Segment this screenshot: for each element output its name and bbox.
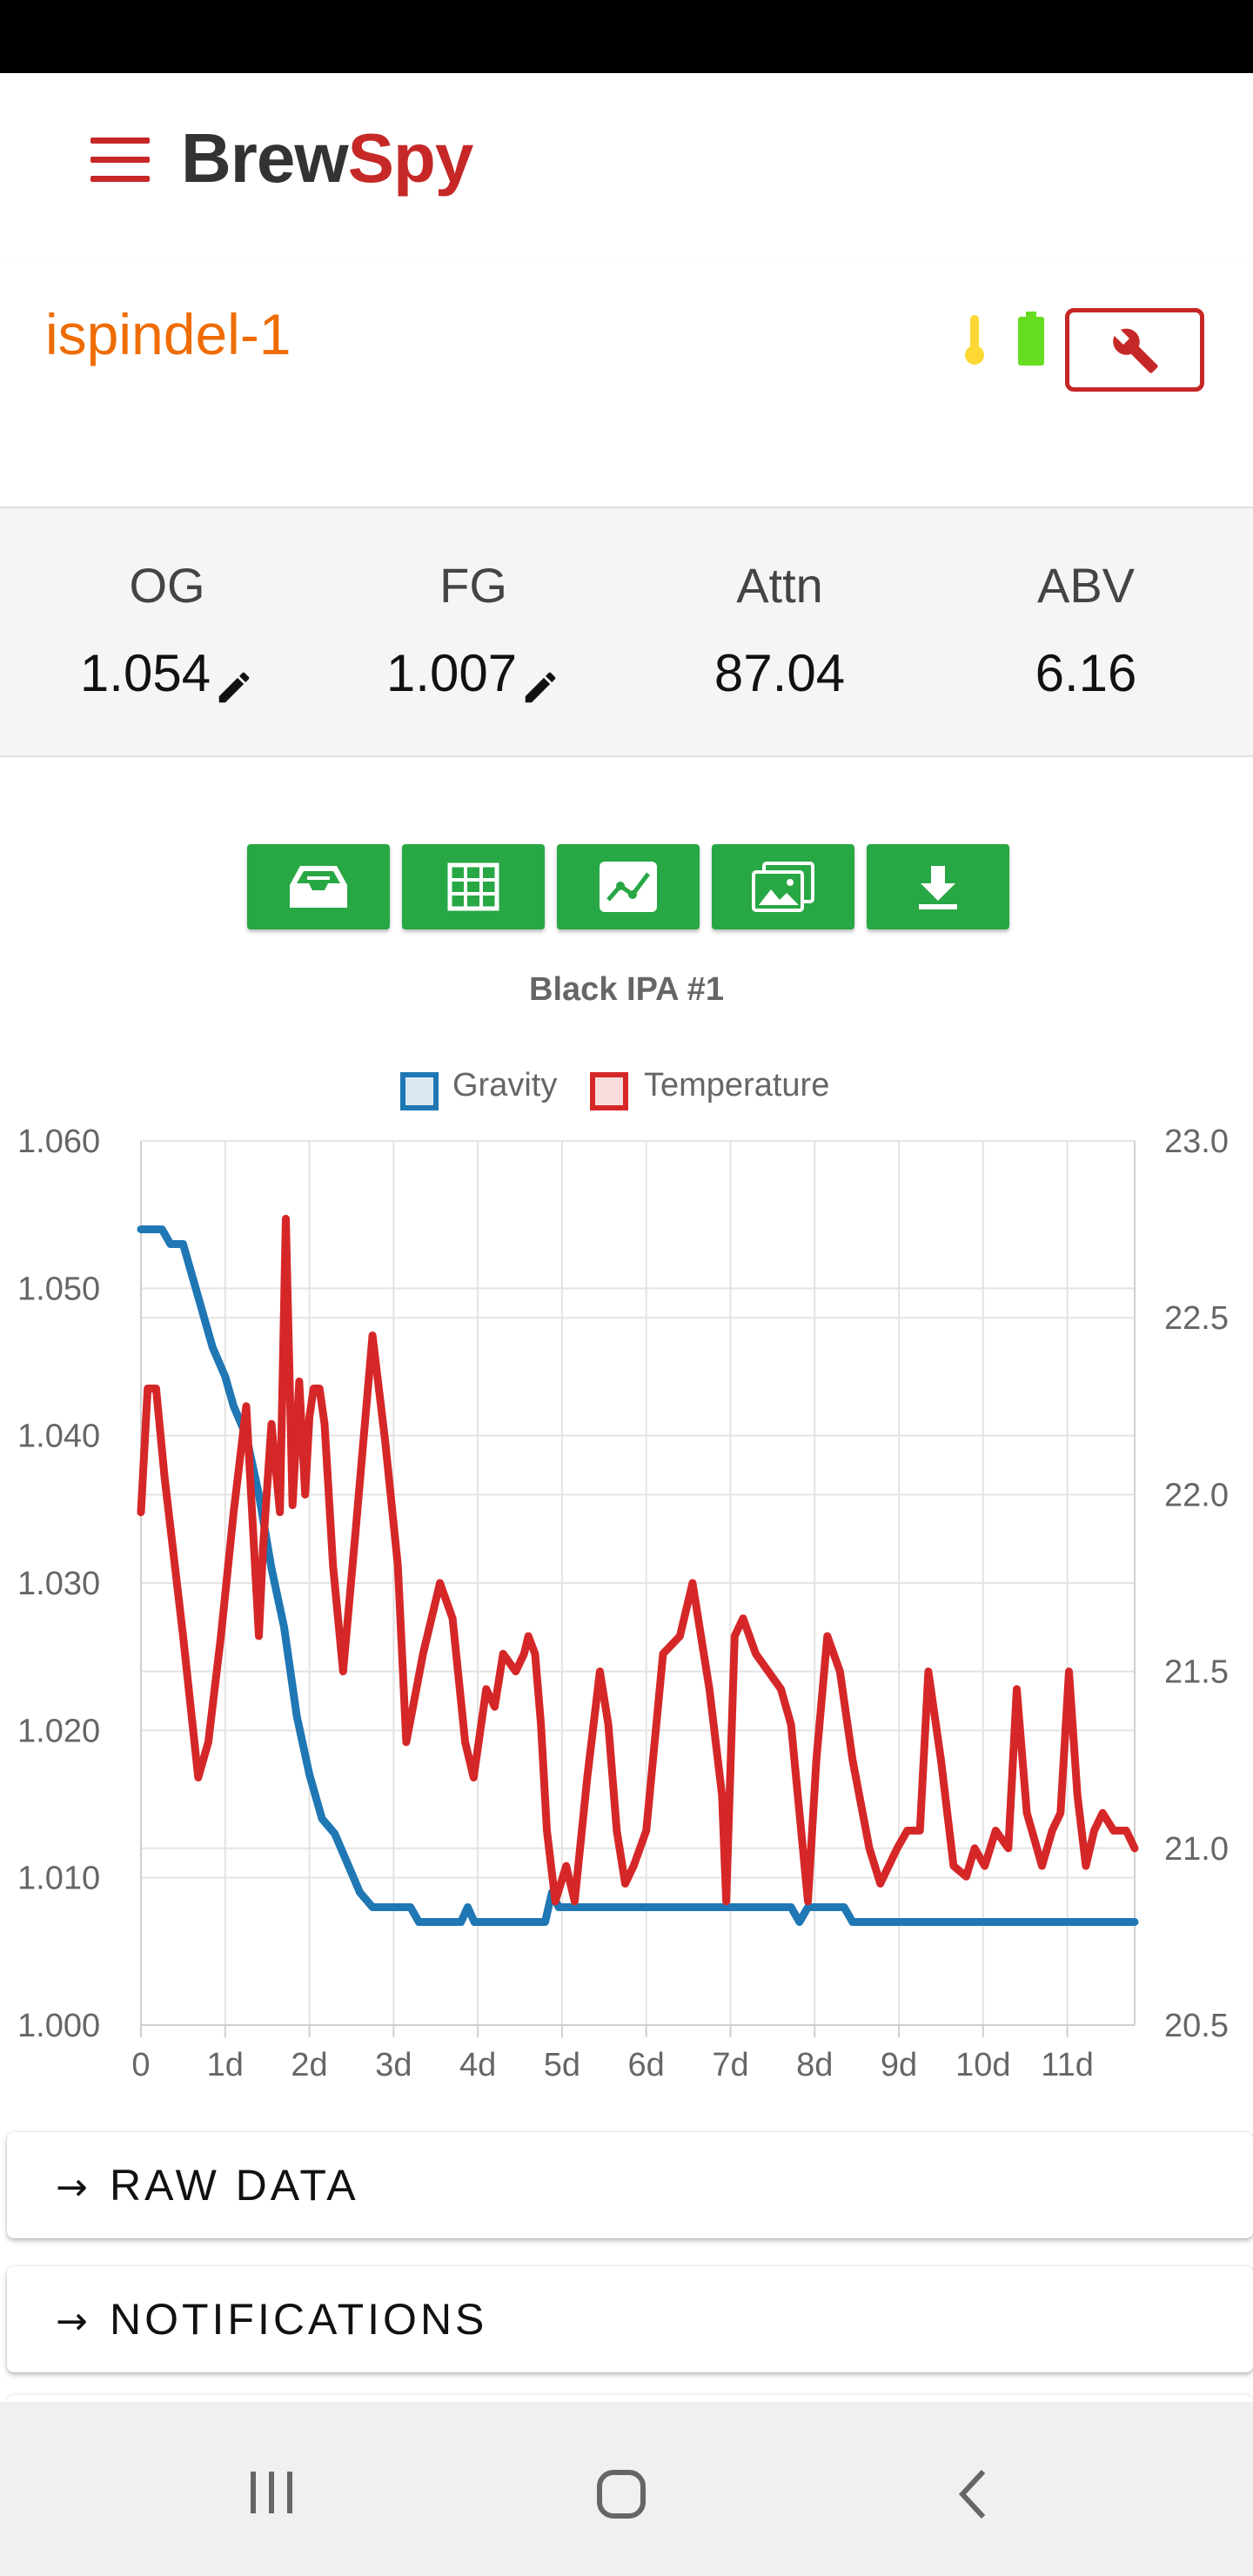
stat-attn: Attn 87.04 (623, 557, 936, 703)
app-header (0, 73, 1253, 247)
thermometer-icon (965, 315, 984, 365)
x-tick-label: 8d (796, 2047, 833, 2083)
download-icon (919, 866, 957, 909)
arrow-right-icon: → (56, 2299, 88, 2344)
raw-data-card[interactable]: → RAW DATA (7, 2132, 1253, 2238)
settings-button[interactable] (1065, 308, 1204, 392)
chart-title: Black IPA #1 (529, 971, 724, 1008)
x-tick-label: 4d (459, 2047, 496, 2083)
chart-button[interactable] (557, 844, 700, 929)
stat-value: 1.007 (385, 644, 518, 702)
x-tick-label: 0 (131, 2047, 150, 2083)
inbox-tray-icon (290, 866, 347, 908)
recents-icon[interactable] (247, 2468, 296, 2517)
stats-panel (0, 508, 1253, 757)
series-line-temperature (137, 1214, 1139, 1906)
inbox-button[interactable] (247, 844, 390, 929)
notifications-card[interactable]: → NOTIFICATIONS (7, 2266, 1253, 2372)
app-brand: BrewSpy (181, 118, 474, 198)
edit-pencil-icon[interactable] (520, 667, 560, 708)
battery-icon (1018, 312, 1044, 366)
back-icon[interactable] (955, 2468, 990, 2520)
x-tick-label: 1d (207, 2047, 244, 2083)
y-right-tick-label: 22.0 (1164, 1477, 1229, 1513)
stat-og: OG 1.054 (10, 557, 324, 708)
x-tick-label: 6d (628, 2047, 665, 2083)
spacer-band (0, 414, 1253, 508)
stat-abv: ABV 6.16 (929, 557, 1243, 703)
y-right-tick-label: 22.5 (1164, 1300, 1229, 1337)
home-icon[interactable] (595, 2468, 647, 2520)
notifications-label: NOTIFICATIONS (110, 2295, 488, 2344)
arrow-right-icon: → (56, 2165, 88, 2210)
chart-icon (600, 862, 657, 912)
legend-swatch-temperature[interactable] (590, 1072, 628, 1110)
device-name: ispindel-1 (45, 302, 291, 366)
stat-label: FG (439, 558, 507, 613)
stat-label: OG (129, 558, 205, 613)
hamburger-menu-icon[interactable] (90, 138, 150, 183)
x-tick-label: 2d (291, 2047, 327, 2083)
y-right-tick-label: 23.0 (1164, 1124, 1229, 1160)
images-icon (752, 862, 814, 912)
stat-label: ABV (1036, 558, 1136, 613)
brand-accent: Spy (347, 119, 474, 197)
x-tick-label: 3d (375, 2047, 412, 2083)
y-left-tick-label: 1.030 (17, 1566, 100, 1602)
table-button[interactable] (402, 844, 545, 929)
stat-value: 87.04 (714, 644, 846, 702)
x-tick-label: 5d (544, 2047, 580, 2083)
stat-fg: FG 1.007 (317, 557, 630, 708)
x-tick-label: 9d (881, 2047, 917, 2083)
y-right-tick-label: 21.0 (1164, 1831, 1229, 1868)
y-left-tick-label: 1.040 (17, 1419, 100, 1455)
table-grid-icon (447, 862, 499, 911)
y-left-tick-label: 1.050 (17, 1271, 100, 1307)
wrench-icon (1113, 328, 1158, 373)
chart-legend: Gravity Temperature (0, 1067, 1253, 1119)
edit-pencil-icon[interactable] (214, 667, 254, 708)
status-bar (0, 0, 1253, 73)
device-bar (0, 261, 1253, 414)
series-line-gravity (137, 1225, 1139, 1926)
raw-data-label: RAW DATA (110, 2161, 359, 2210)
y-left-tick-label: 1.010 (17, 1861, 100, 1897)
y-left-tick-label: 1.000 (17, 2008, 100, 2044)
download-button[interactable] (867, 844, 1009, 929)
stat-value: 6.16 (1035, 644, 1137, 702)
legend-label-gravity[interactable]: Gravity (452, 1067, 558, 1104)
legend-label-temperature[interactable]: Temperature (644, 1067, 830, 1104)
stat-value: 1.054 (79, 644, 211, 702)
y-left-tick-label: 1.060 (17, 1124, 100, 1160)
fermentation-chart: 0 1d 2d 3d 4d 5d 6d 7d 8d 9d 10d 11d 1.000 1.010 1.020… (17, 1124, 1229, 2083)
x-tick-label: 11d (1041, 2047, 1094, 2083)
x-tick-label: 7d (712, 2047, 748, 2083)
x-tick-label: 10d (955, 2047, 1010, 2083)
legend-swatch-gravity[interactable] (400, 1072, 439, 1110)
images-button[interactable] (712, 844, 854, 929)
y-right-tick-label: 21.5 (1164, 1654, 1229, 1691)
stat-label: Attn (736, 558, 823, 613)
system-nav-bar (0, 2402, 1253, 2576)
y-left-tick-label: 1.020 (17, 1713, 100, 1749)
brand-main: Brew (181, 119, 349, 197)
y-right-tick-label: 20.5 (1164, 2008, 1229, 2044)
